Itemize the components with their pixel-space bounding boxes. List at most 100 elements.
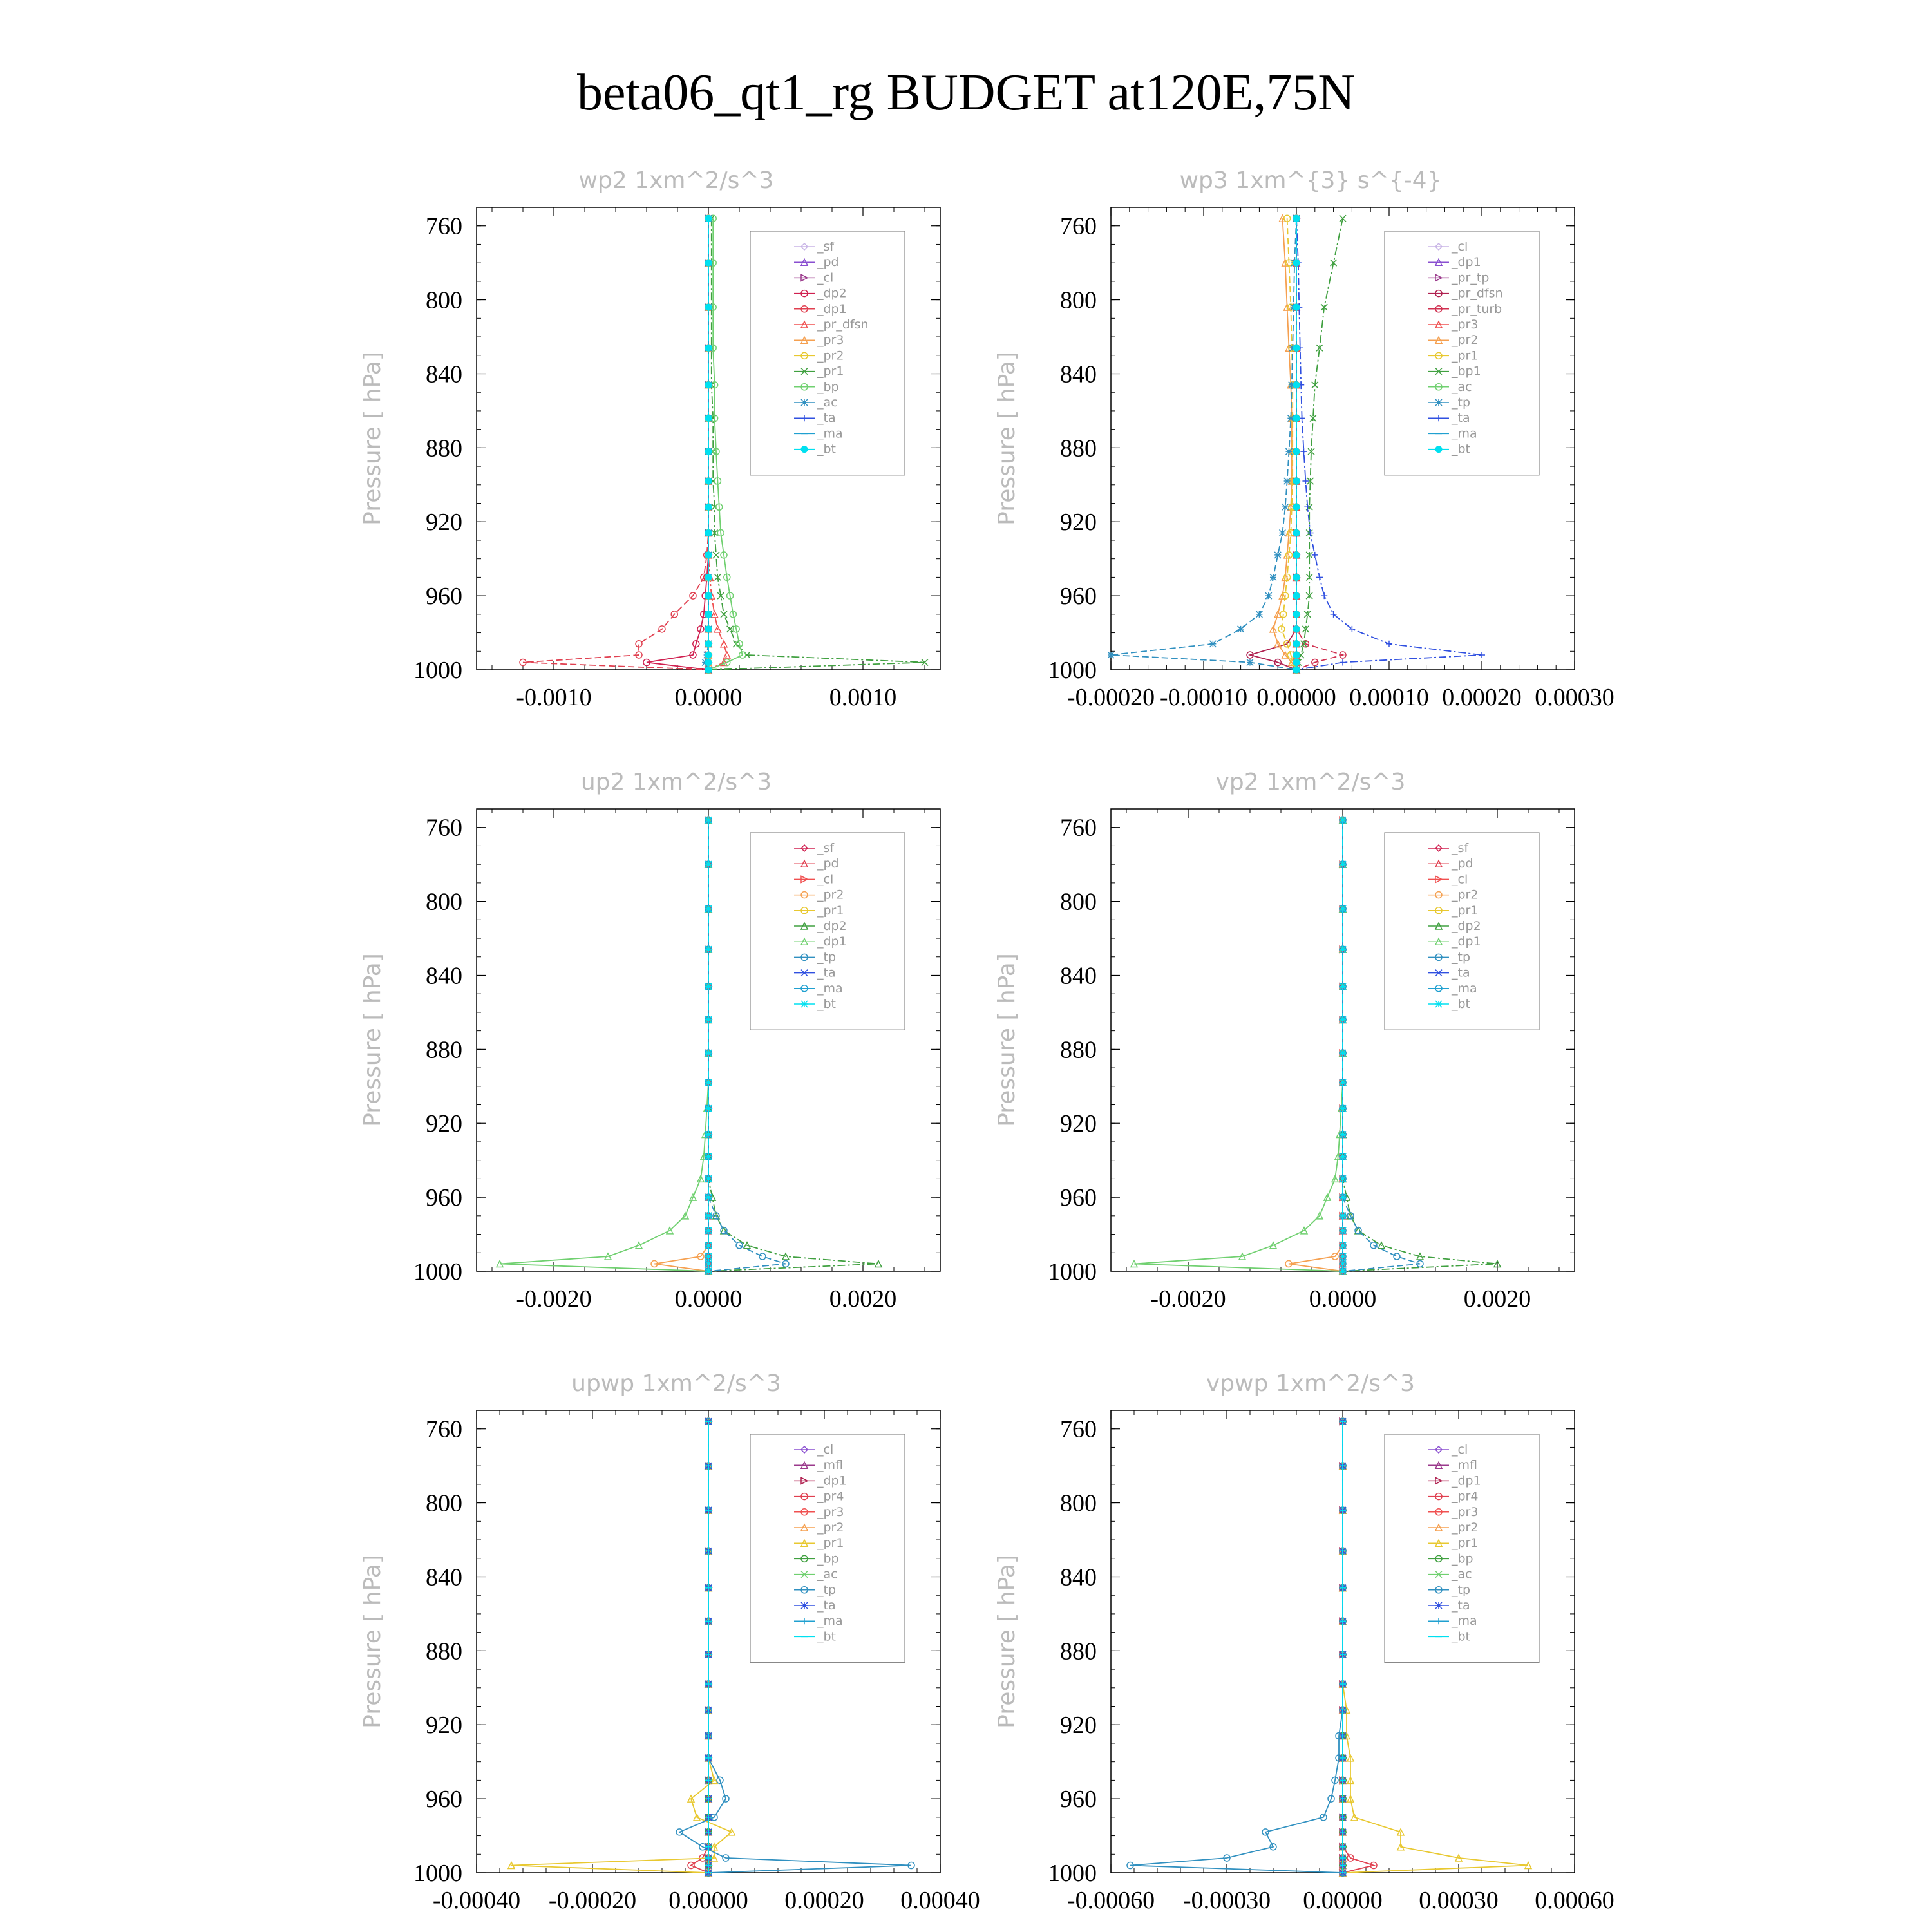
data-point [705, 1049, 712, 1057]
legend-marker [800, 907, 808, 914]
legend-label: _ma [1451, 1614, 1477, 1628]
legend-label: _pr2 [1451, 333, 1478, 347]
legend-label: _pr_dfsn [1451, 287, 1503, 301]
series-tp [1107, 214, 1300, 674]
data-point [1283, 640, 1291, 648]
legend-marker [1434, 1523, 1443, 1531]
y-tick-label: 880 [1060, 1638, 1097, 1665]
legend-marker [800, 1477, 809, 1485]
data-point [1246, 658, 1254, 667]
data-point [705, 905, 712, 913]
series-dp2 [643, 214, 712, 674]
data-point [696, 1174, 705, 1183]
legend-label: _dp1 [1451, 1473, 1481, 1488]
chart-panel: wp3 1xm^{3} s^{-4} Pressure [ hPa] 760 800 8… [994, 167, 1615, 711]
data-point [676, 1828, 683, 1836]
data-point [697, 1253, 705, 1260]
data-point [719, 639, 728, 648]
legend-marker [800, 399, 808, 406]
data-point [1255, 611, 1263, 618]
legend-label: _dp1 [817, 1473, 847, 1488]
x-tick-label: 0.0000 [675, 684, 743, 711]
data-point [720, 611, 728, 618]
legend-label: _pr1 [817, 365, 844, 379]
legend-marker [1435, 368, 1443, 375]
data-point [1262, 1828, 1269, 1836]
data-point [717, 529, 724, 537]
x-tick-label: -0.00040 [433, 1887, 520, 1914]
legend-marker [1435, 446, 1443, 453]
legend-marker [1435, 399, 1443, 406]
legend-label: _bt [817, 1629, 836, 1643]
y-axis-label: Pressure [ hPa] [994, 953, 1020, 1127]
data-point [1126, 1861, 1134, 1870]
data-point [1293, 477, 1300, 485]
panel-title: wp3 1xm^{3} s^{-4} [1180, 167, 1442, 194]
legend-marker [800, 1586, 808, 1594]
x-tick-label: 0.00000 [1303, 1887, 1383, 1914]
legend-label: _bt [817, 997, 836, 1011]
y-tick-label: 1000 [413, 1258, 462, 1285]
data-point [507, 1861, 516, 1870]
legend-marker [800, 1571, 808, 1578]
data-point [635, 640, 643, 648]
data-point [705, 640, 712, 648]
series-line [654, 820, 709, 1272]
legend-marker [1434, 320, 1443, 328]
legend-marker [800, 1602, 808, 1609]
data-point [1347, 1212, 1354, 1220]
legend-marker [1435, 891, 1443, 899]
data-point [705, 1253, 712, 1260]
legend-marker [1435, 289, 1443, 298]
y-tick-label: 1000 [1048, 657, 1097, 684]
legend-marker [800, 446, 808, 453]
y-tick-label: 840 [426, 1564, 462, 1591]
data-point [759, 1253, 766, 1260]
data-point [705, 625, 712, 633]
x-tick-label: 0.00000 [1256, 684, 1336, 711]
series-pr2 [650, 816, 712, 1275]
legend-marker [800, 1445, 809, 1454]
data-point [603, 1252, 612, 1260]
data-point [1293, 344, 1300, 352]
data-point [1307, 477, 1314, 485]
data-point [1331, 1776, 1339, 1785]
x-tick-label: 0.0020 [829, 1285, 897, 1312]
data-point [874, 1259, 883, 1268]
data-point [1293, 381, 1300, 389]
data-point [1307, 529, 1314, 536]
legend-label: _pr3 [1451, 317, 1478, 332]
data-point [1278, 625, 1285, 633]
legend-label: _mfl [1451, 1458, 1477, 1472]
data-point [1274, 551, 1282, 559]
chart-panel: up2 1xm^2/s^3 Pressure [ hPa] 760 800 840 880… [359, 769, 941, 1312]
series-bt [1339, 816, 1347, 1275]
data-point [1339, 1049, 1347, 1057]
data-point [1354, 1227, 1362, 1235]
data-point [712, 551, 720, 559]
legend-label: _pr_tp [1451, 270, 1489, 285]
legend-label: _pr2 [817, 888, 844, 902]
legend-label: _tp [817, 950, 836, 964]
data-point [1246, 651, 1254, 659]
data-point [705, 945, 712, 953]
data-point [1311, 381, 1319, 389]
data-point [1321, 592, 1328, 600]
data-point [681, 1211, 690, 1220]
y-tick-label: 800 [1060, 1490, 1097, 1517]
data-point [705, 344, 712, 352]
data-point [495, 1259, 504, 1268]
legend-label: _pr2 [817, 348, 844, 363]
legend-label: _ma [1451, 426, 1477, 440]
data-point [1293, 214, 1300, 222]
data-point [1278, 529, 1286, 537]
data-point [1305, 551, 1313, 559]
series-line [1110, 218, 1297, 670]
legend-marker [1435, 383, 1443, 391]
data-point [1293, 259, 1300, 267]
data-point [705, 1260, 712, 1268]
legend-marker [800, 1539, 809, 1547]
data-point [1300, 1226, 1309, 1235]
data-point [687, 1794, 696, 1803]
data-point [1370, 1861, 1378, 1870]
